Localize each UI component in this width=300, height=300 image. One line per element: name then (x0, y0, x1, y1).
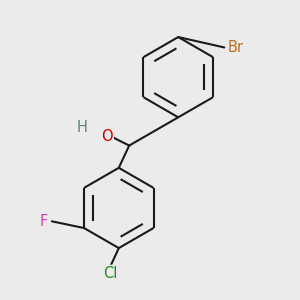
Text: Cl: Cl (103, 266, 117, 281)
Text: F: F (39, 214, 47, 229)
Text: H: H (76, 120, 87, 135)
Text: O: O (101, 129, 113, 144)
Text: Br: Br (227, 40, 243, 55)
